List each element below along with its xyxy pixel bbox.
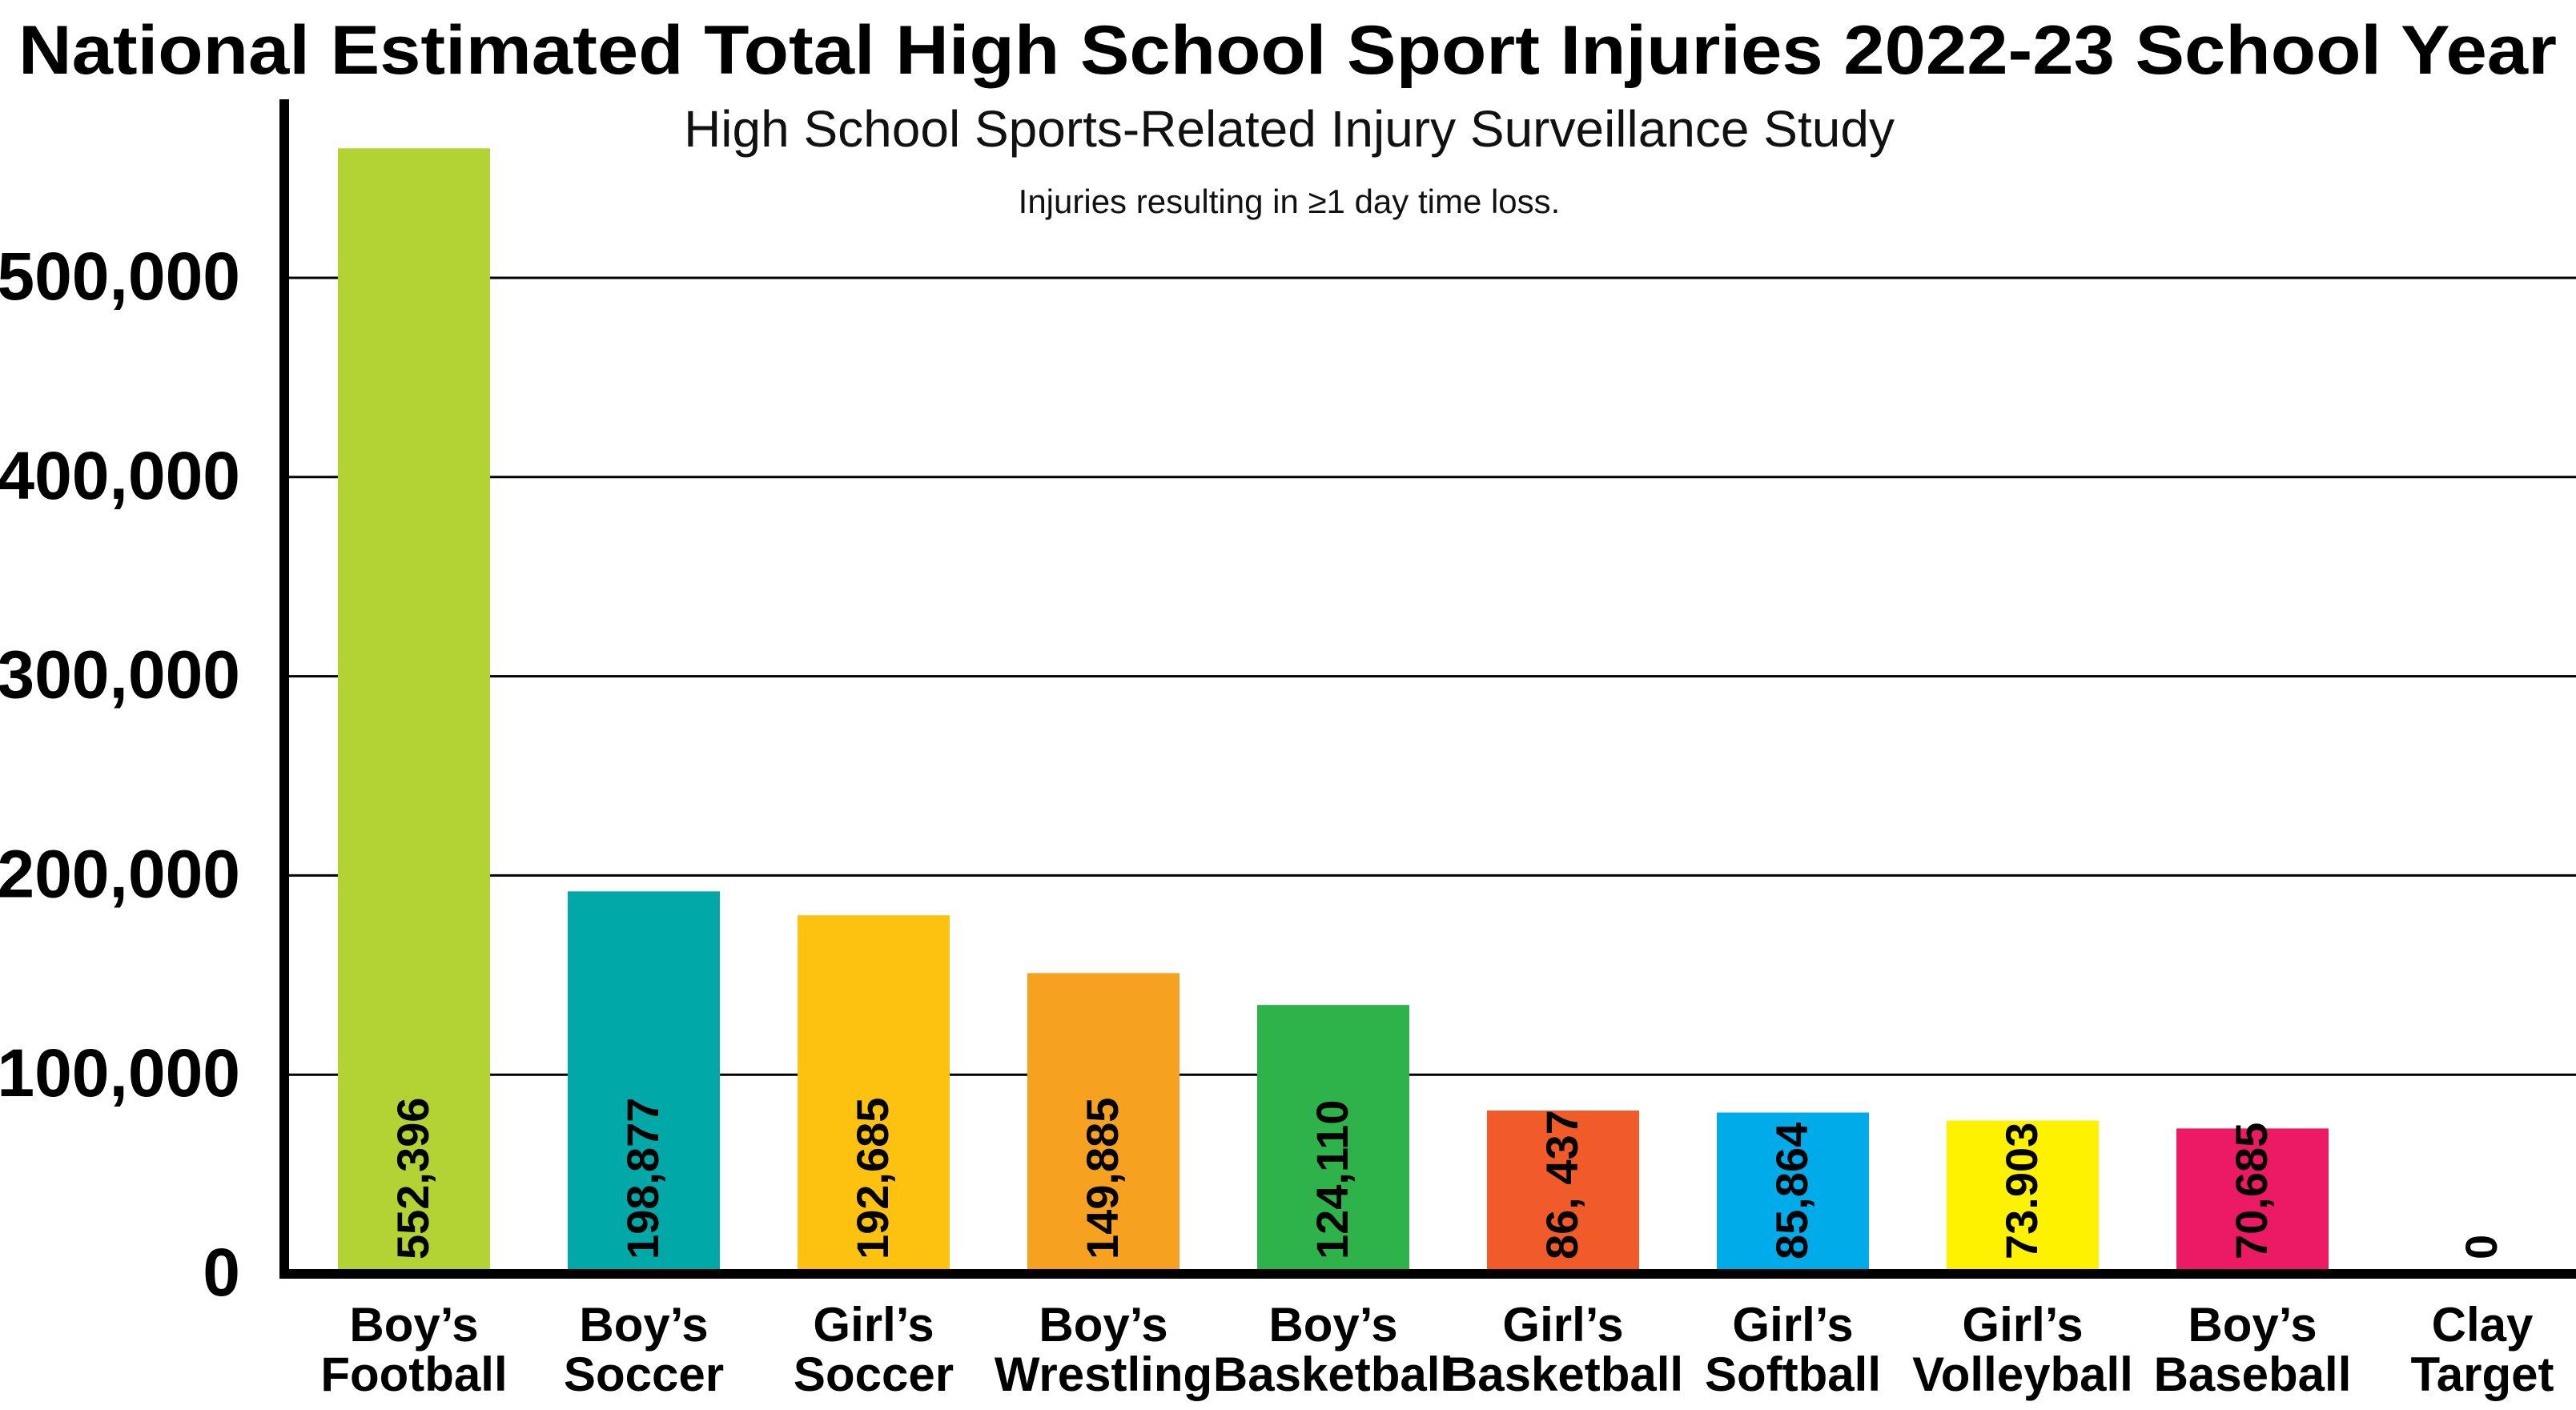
y-tick-label: 100,000 <box>0 1035 240 1111</box>
bar-value-label: 86, 437 <box>1537 1110 1587 1259</box>
category-label-line: Boy’s <box>579 1298 708 1352</box>
bar-value-label: 198,877 <box>617 1098 668 1259</box>
bar-value-label: 192,685 <box>847 1098 898 1259</box>
category-label-line: Girl’s <box>813 1298 934 1352</box>
category-label: Boy’s Wrestling <box>995 1298 1212 1401</box>
value-labels: 552,396 198,877 192,685 149,885 124,110 86, 4… <box>388 1098 2506 1259</box>
bar-value-label: 0 <box>2456 1235 2506 1259</box>
bar-value-label: 85,864 <box>1766 1123 1817 1259</box>
bar <box>798 915 950 1274</box>
category-label: Girl’s Softball <box>1705 1298 1881 1401</box>
gridlines <box>284 276 2576 1076</box>
category-label-line: Baseball <box>2154 1348 2352 1401</box>
bar-value-label: 149,885 <box>1077 1098 1127 1259</box>
category-label: Clay Target <box>2411 1298 2554 1401</box>
y-tick-label: 500,000 <box>0 239 240 314</box>
category-label: Girl’s Volleyball <box>1912 1298 2133 1401</box>
bar <box>1717 1112 1869 1274</box>
category-label-line: Basketball <box>1443 1348 1683 1401</box>
category-label: Boy’s Basketball <box>1213 1298 1453 1401</box>
category-label-line: Football <box>320 1348 507 1401</box>
category-label-line: Boy’s <box>1268 1298 1397 1352</box>
category-label-line: Boy’s <box>2188 1298 2317 1352</box>
y-tick-label: 400,000 <box>0 438 240 513</box>
y-tick-label: 0 <box>203 1235 240 1310</box>
y-axis-ticks: 0 100,000 200,000 300,000 400,000 500,000 <box>0 239 240 1310</box>
category-label-line: Basketball <box>1213 1348 1453 1401</box>
bars <box>338 148 2329 1274</box>
category-label-line: Soccer <box>564 1348 724 1401</box>
chart-title: National Estimated Total High School Spo… <box>18 12 2557 89</box>
bar <box>1487 1110 1639 1274</box>
bar <box>2176 1128 2329 1274</box>
bar-value-label: 73.903 <box>1996 1123 2047 1259</box>
category-label: Boy’s Football <box>320 1298 507 1401</box>
category-label-line: Girl’s <box>1502 1298 1623 1352</box>
category-label-line: Target <box>2411 1348 2554 1401</box>
bar <box>568 891 720 1274</box>
y-tick-label: 200,000 <box>0 836 240 911</box>
category-label-line: Boy’s <box>349 1298 478 1352</box>
bar-value-label: 552,396 <box>388 1098 438 1259</box>
bar-value-label: 124,110 <box>1307 1100 1357 1259</box>
bar <box>1257 1005 1409 1274</box>
chart-subtitle: High School Sports-Related Injury Survei… <box>684 100 1895 158</box>
category-label-line: Soccer <box>794 1348 954 1401</box>
category-label-line: Girl’s <box>1732 1298 1853 1352</box>
category-label-line: Clay <box>2432 1298 2534 1352</box>
bar-value-label: 70,685 <box>2226 1123 2277 1259</box>
y-tick-label: 300,000 <box>0 637 240 713</box>
bar <box>1027 973 1179 1274</box>
category-label-line: Girl’s <box>1962 1298 2083 1352</box>
category-label-line: Boy’s <box>1039 1298 1167 1352</box>
category-label: Boy’s Soccer <box>564 1298 724 1401</box>
category-label: Girl’s Soccer <box>794 1298 954 1401</box>
category-label: Girl’s Basketball <box>1443 1298 1683 1401</box>
bar <box>338 148 490 1274</box>
category-label-line: Softball <box>1705 1348 1881 1401</box>
category-label-line: Volleyball <box>1912 1348 2133 1401</box>
category-label-line: Wrestling <box>995 1348 1212 1401</box>
bar <box>1947 1120 2099 1274</box>
category-label: Boy’s Baseball <box>2154 1298 2352 1401</box>
chart-note: Injuries resulting in ≥1 day time loss. <box>1019 183 1561 220</box>
